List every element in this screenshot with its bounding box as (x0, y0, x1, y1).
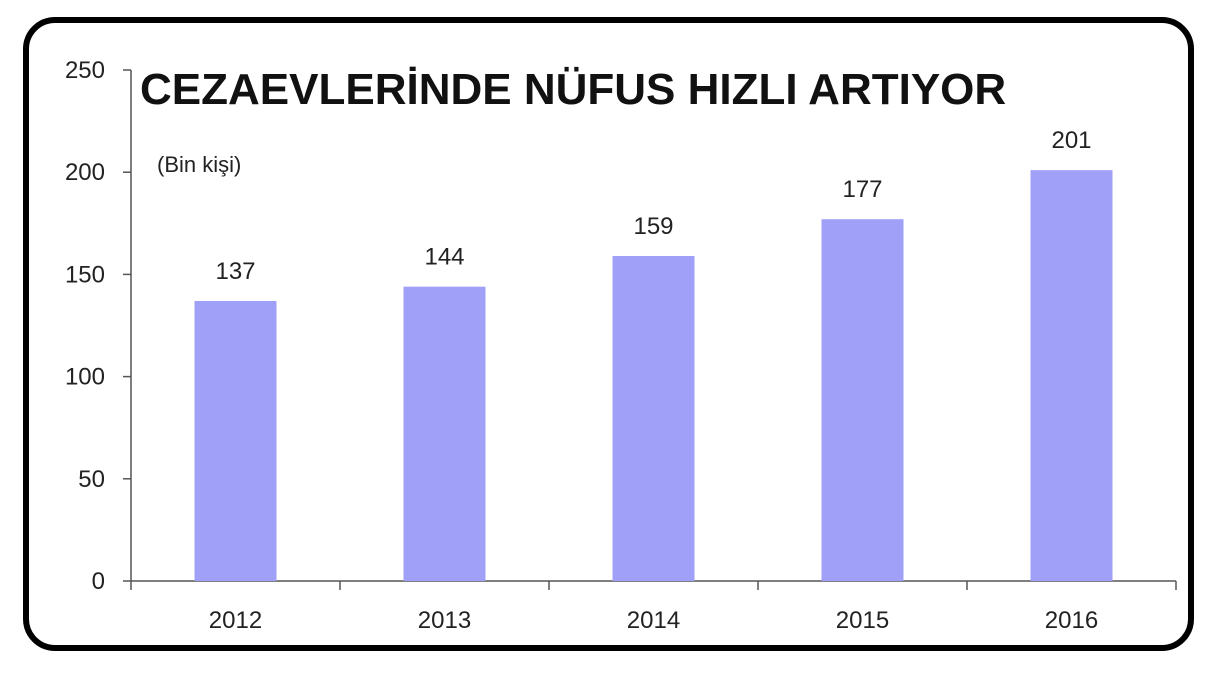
data-label-2013: 144 (424, 244, 464, 271)
y-tick-label: 150 (65, 261, 105, 288)
data-labels: 137 144 159 177 201 (215, 127, 1091, 285)
chart-title: CEZAEVLERİNDE NÜFUS HIZLI ARTIYOR (140, 65, 1006, 114)
x-tick-label: 2012 (209, 607, 262, 634)
bar-2013 (403, 286, 486, 581)
y-tick-label: 50 (78, 466, 105, 493)
bar-2015 (821, 219, 904, 581)
bars (194, 170, 1113, 581)
bar-2014 (612, 256, 695, 581)
axes: 0 50 100 150 200 250 2012 2013 2014 2015 2016 (65, 57, 1177, 634)
y-tick-label: 0 (92, 568, 105, 595)
y-tick-label: 200 (65, 159, 105, 186)
bar-2012 (194, 300, 277, 581)
data-label-2012: 137 (215, 258, 255, 285)
x-tick-label: 2014 (627, 607, 680, 634)
x-tick-label: 2016 (1045, 607, 1098, 634)
data-label-2014: 159 (633, 213, 673, 240)
x-tick-label: 2015 (836, 607, 889, 634)
y-tick-label: 100 (65, 364, 105, 391)
x-tick-label: 2013 (418, 607, 471, 634)
unit-label: (Bin kişi) (157, 152, 241, 177)
y-tick-label: 250 (65, 57, 105, 84)
data-label-2015: 177 (842, 176, 882, 203)
bar-2016 (1030, 170, 1113, 581)
data-label-2016: 201 (1051, 127, 1091, 154)
